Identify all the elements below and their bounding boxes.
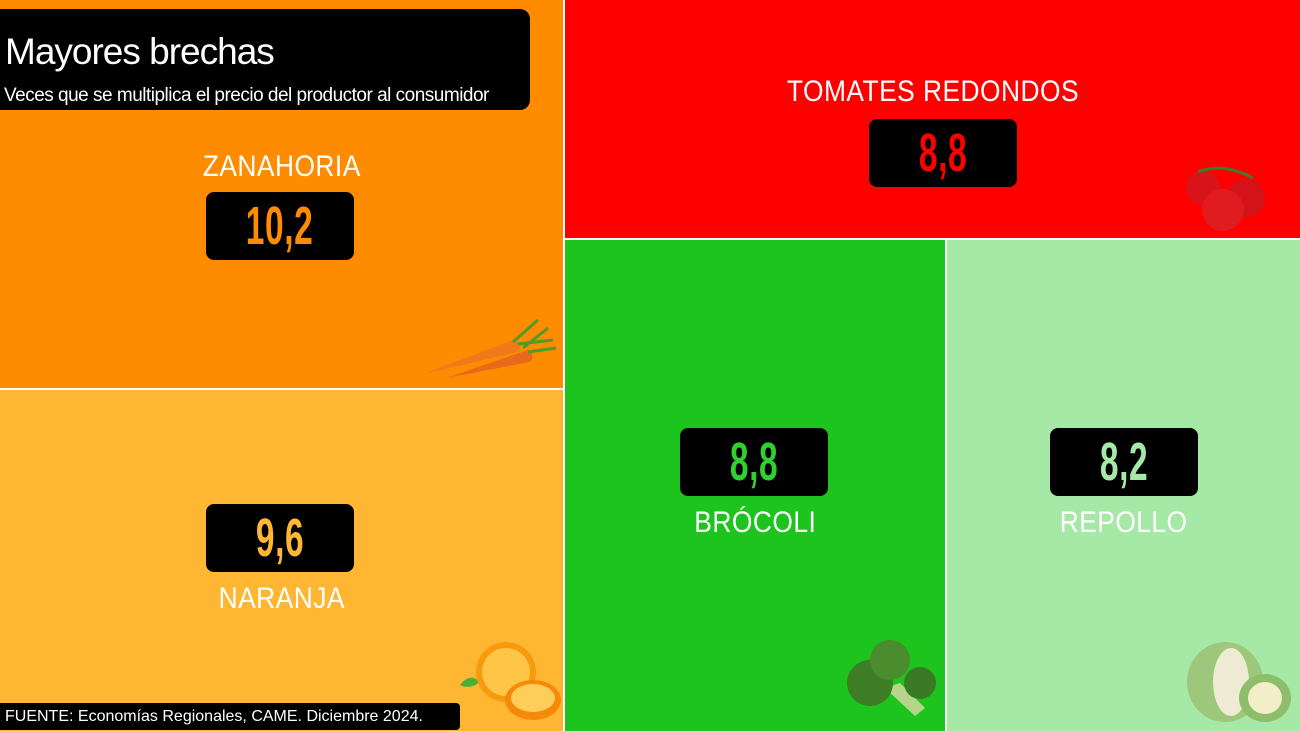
value-badge: 8,8	[869, 119, 1017, 187]
tile-label: TOMATES REDONDOS	[786, 75, 1079, 108]
tile-brocoli: 8,8 BRÓCOLI	[565, 240, 945, 731]
orange-fruit-icon	[460, 642, 561, 720]
chart-title: Mayores brechas	[5, 31, 275, 72]
value-badge: 10,2	[206, 192, 354, 260]
tile-label: REPOLLO	[1059, 506, 1188, 539]
tile-tomates-redondos: TOMATES REDONDOS 8,8	[565, 0, 1300, 238]
broccoli-icon	[847, 640, 936, 716]
tile-naranja: 9,6 NARANJA	[0, 390, 563, 731]
chart-subtitle: Veces que se multiplica el precio del pr…	[4, 85, 489, 106]
title-box: Mayores brechas Veces que se multiplica …	[0, 9, 530, 110]
value-badge: 9,6	[206, 504, 354, 572]
carrot-icon	[423, 318, 557, 378]
value-badge: 8,2	[1050, 428, 1198, 496]
tile-label: BRÓCOLI	[694, 506, 816, 539]
source-note: FUENTE: Economías Regionales, CAME. Dici…	[0, 703, 460, 730]
cabbage-icon	[1187, 642, 1291, 722]
tomato-icon	[1186, 166, 1265, 231]
tile-label: ZANAHORIA	[202, 150, 361, 183]
tile-repollo: 8,2 REPOLLO	[947, 240, 1300, 731]
value-badge: 8,8	[680, 428, 828, 496]
tile-label: NARANJA	[218, 582, 345, 615]
